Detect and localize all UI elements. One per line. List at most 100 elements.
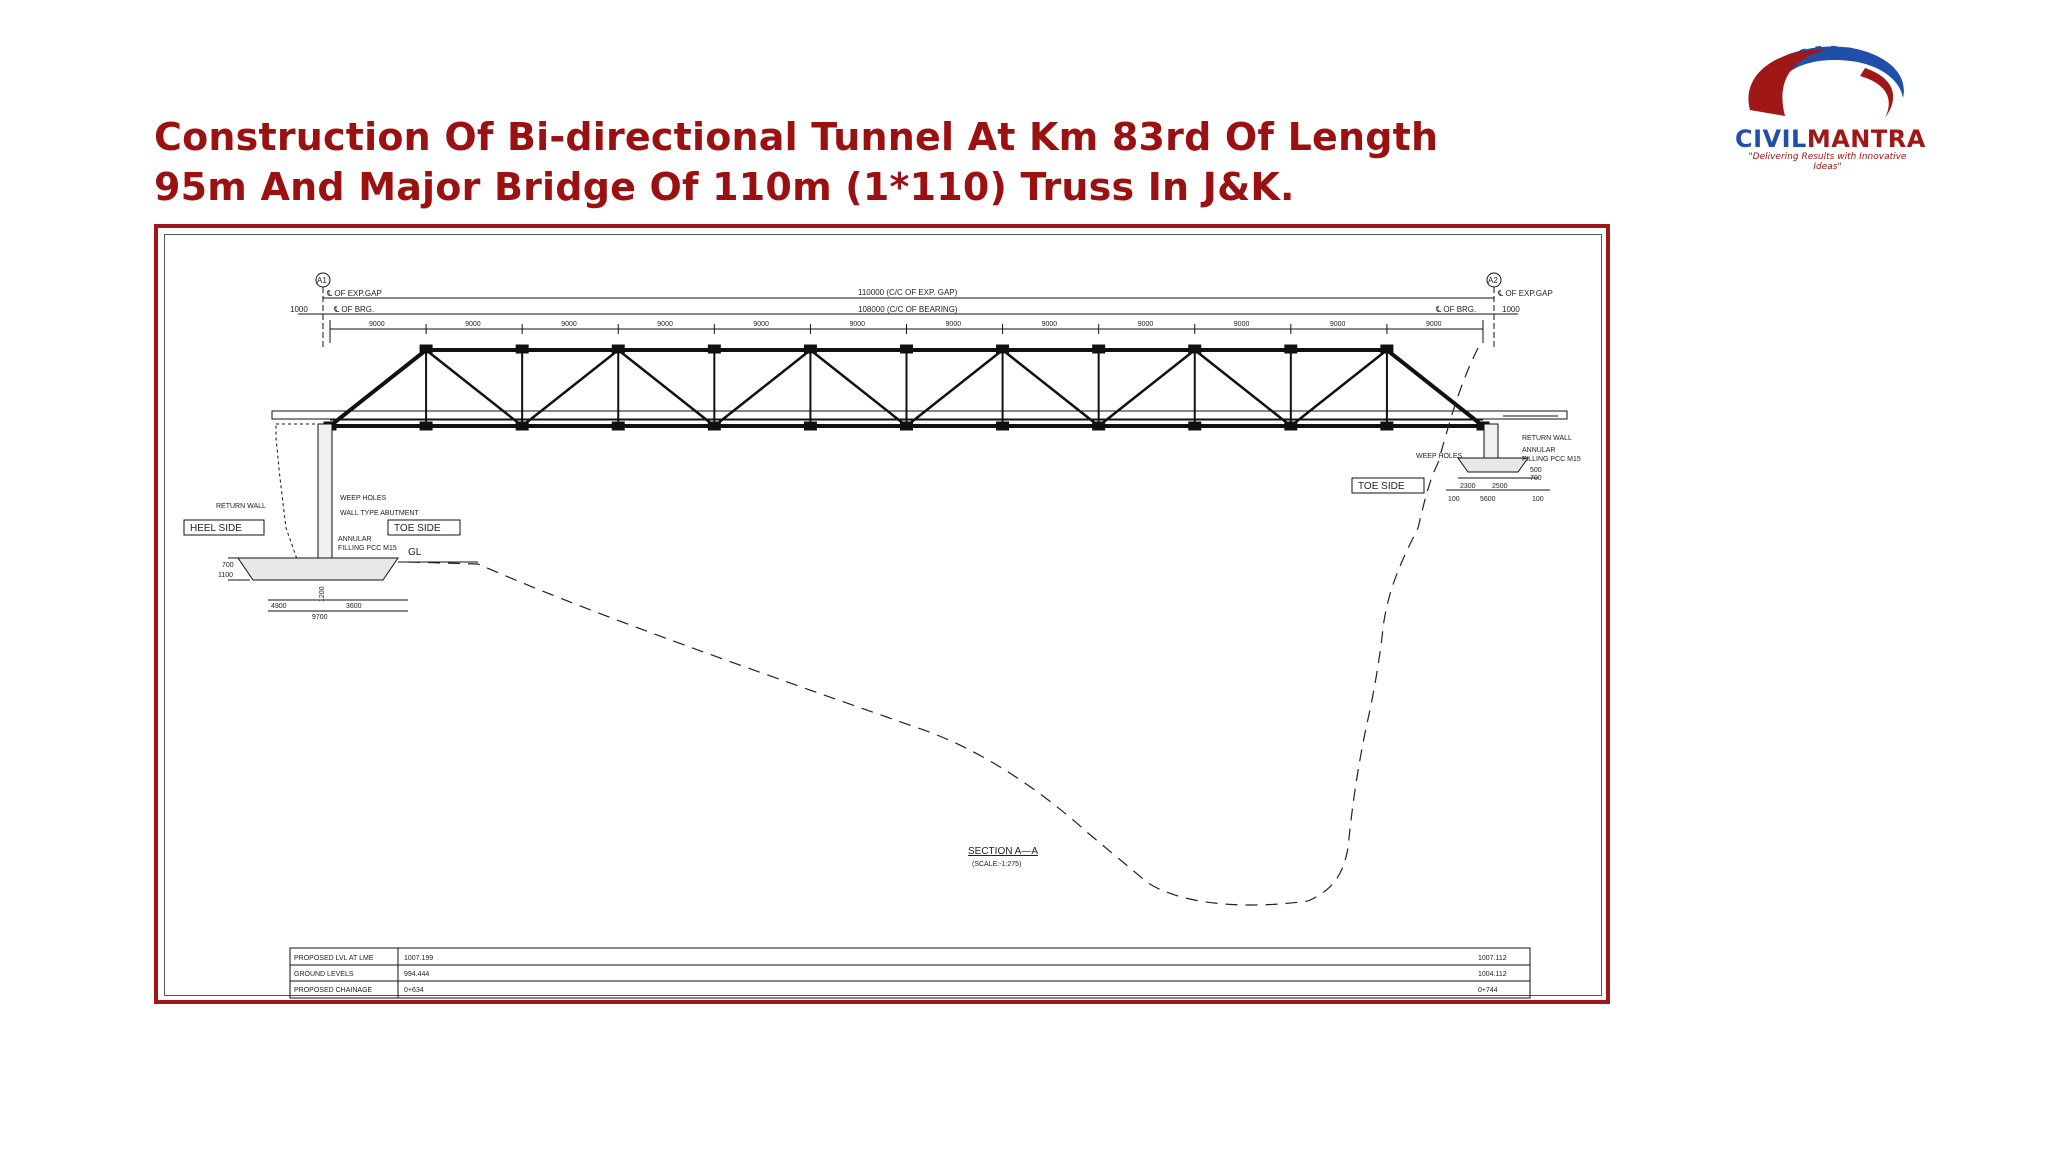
levels-row-right-1: 1007.112 [1478,955,1507,962]
panel-dim-label: 9000 [946,321,962,328]
truss-node-top [419,344,433,354]
panel-dim-label: 9000 [657,321,673,328]
truss-node-top [1284,344,1298,354]
truss-diagonal [521,349,620,427]
logo-wordmark: CIVILMANTRA [1735,125,1925,153]
panel-dim-label: 9000 [369,321,385,328]
end-post-left [328,348,428,428]
dim-5600: 5600 [1480,496,1496,503]
wall-type-label: WALL TYPE ABUTMENT [340,510,419,517]
panel-dim-label: 9000 [1330,321,1346,328]
levels-row-label-3: PROPOSED CHAINAGE [294,987,373,994]
dim-700-left: 700 [222,562,234,569]
panel-dim-label: 9000 [1234,321,1250,328]
truss-node-bottom [803,421,817,431]
civilmantra-logo: CIVILMANTRA "Delivering Results with Inn… [1735,38,1925,172]
end-post-right [1385,348,1485,428]
dim-9700: 9700 [312,614,328,621]
levels-row-right-3: 0+744 [1478,987,1498,994]
toe-side-right-label: TOE SIDE [1358,481,1405,492]
axis-label-a1: A1 [317,276,327,285]
levels-row-left-3: 0+634 [404,987,424,994]
levels-row-left-1: 1007.199 [404,955,433,962]
span-exp-label: 110000 (C/C OF EXP. GAP) [858,288,958,297]
weep-holes-right-label: WEEP HOLES [1416,453,1462,460]
brg-right-label: ℄ OF BRG. [1435,305,1476,314]
logo-civil: CIVIL [1735,125,1807,153]
annular-right-label-1: ANNULAR [1522,447,1555,454]
truss-node-bottom [1380,421,1394,431]
truss-diagonal [1290,349,1388,427]
truss-diagonal [809,349,908,427]
panel-dim-label: 9000 [561,321,577,328]
truss-node-top [611,344,625,354]
panel-dim-label: 9000 [465,321,481,328]
axis-label-a2: A2 [1488,276,1498,285]
title-line-2: 95m And Major Bridge Of 110m (1*110) Tru… [154,165,1295,209]
truss-node-top [1092,344,1106,354]
dim-4900: 4900 [271,603,287,610]
dim-100-left: 100 [1448,496,1460,503]
span-bearing-label: 108000 (C/C OF BEARING) [858,305,958,314]
road-swoosh-icon [1748,43,1904,120]
page-title: Construction Of Bi-directional Tunnel At… [154,112,1534,212]
levels-row-left-2: 994.444 [404,971,429,978]
section-scale: (SCALE:-1:275) [972,861,1021,868]
gl-label: GL [408,547,422,558]
truss-node-bottom [611,421,625,431]
truss-node-top [1380,344,1394,354]
dim-3600: 3600 [346,603,362,610]
brg-left-label: ℄ OF BRG. [333,305,374,314]
truss-node-top [1188,344,1202,354]
section-title: SECTION A—A [968,846,1038,857]
truss-diagonal [1097,349,1196,427]
dim-1200: 1200 [319,586,326,602]
heel-side-label: HEEL SIDE [190,523,242,534]
truss-diagonal [1193,349,1292,427]
truss-diagonal [713,349,812,427]
truss-diagonal [1001,349,1100,427]
truss-diagonal [425,349,523,427]
logo-tagline: "Delivering Results with Innovative Idea… [1748,152,1907,172]
toe-side-left-label: TOE SIDE [394,523,441,534]
annular-right-label-2: FILLING PCC M15 [1522,456,1581,463]
truss-node-bottom [996,421,1010,431]
deck-slab [271,410,1568,420]
panel-dim-label: 9000 [1138,321,1154,328]
exp-gap-right-label: ℄ OF EXP.GAP [1497,289,1553,298]
logo-mantra: MANTRA [1806,125,1926,153]
levels-row-label-2: GROUND LEVELS [294,971,354,978]
dim-2300: 2300 [1460,483,1476,490]
end-dim-left: 1000 [290,305,308,314]
annular-left-label-2: FILLING PCC M15 [338,545,397,552]
exp-gap-left-label: ℄ OF EXP.GAP [326,289,382,298]
truss-node-top [996,344,1010,354]
truss-node-top [707,344,721,354]
truss-node-top [515,344,529,354]
panel-dim-label: 9000 [753,321,769,328]
dim-700-right: 700 [1530,475,1542,482]
levels-row-label-1: PROPOSED LVL AT LME [294,955,374,962]
return-wall-right-label: RETURN WALL [1522,435,1572,442]
levels-row-right-2: 1004.112 [1478,971,1507,978]
end-dim-right: 1000 [1502,305,1520,314]
truss-diagonal [905,349,1004,427]
drawing-inner-border [164,234,1602,996]
drawing-frame: A1 A2 ℄ OF EXP.GAP ℄ OF EXP.GAP 110000 (… [154,224,1610,1004]
dim-100-right: 100 [1532,496,1544,503]
title-line-1: Construction Of Bi-directional Tunnel At… [154,115,1439,159]
panel-dim-label: 9000 [849,321,865,328]
annular-left-label-1: ANNULAR [338,536,371,543]
panel-dim-label: 9000 [1426,321,1442,328]
truss-diagonal [617,349,716,427]
dim-2500: 2500 [1492,483,1508,490]
truss-node-bottom [1188,421,1202,431]
bridge-elevation-drawing: A1 A2 ℄ OF EXP.GAP ℄ OF EXP.GAP 110000 (… [183,272,1581,999]
weep-holes-left-label: WEEP HOLES [340,495,386,502]
dim-1100-left: 1100 [218,572,233,579]
dim-500-right: 500 [1530,467,1542,474]
truss-node-top [803,344,817,354]
truss-node-top [900,344,913,354]
return-wall-left-label: RETURN WALL [216,503,266,510]
panel-dim-label: 9000 [1042,321,1058,328]
